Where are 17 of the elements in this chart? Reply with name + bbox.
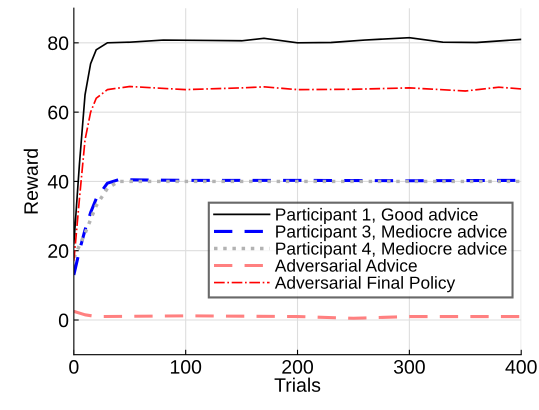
y-tick-label: 0 — [58, 313, 68, 328]
x-tick-label: 100 — [170, 360, 202, 374]
y-tick-label: 20 — [48, 244, 68, 258]
y-tick-label: 40 — [48, 174, 68, 189]
x-tick-label: 300 — [394, 360, 425, 374]
y-tick-label: 60 — [48, 106, 68, 120]
x-axis-title: Trials — [274, 378, 320, 392]
legend-label: Participant 4, Mediocre advice — [276, 242, 507, 258]
legend-label: Adversarial Final Policy — [274, 276, 456, 292]
x-tick-label: 0 — [69, 360, 78, 374]
legend-label: Adversarial Advice — [274, 259, 417, 272]
legend-label: Participant 3, Mediocre advice — [276, 224, 507, 242]
x-tick-label: 200 — [282, 360, 313, 374]
legend-label: Participant 1, Good advice — [276, 208, 478, 224]
x-tick-label: 400 — [505, 360, 537, 374]
y-axis-title: Reward — [24, 149, 38, 214]
y-tick-label: 80 — [48, 36, 68, 50]
